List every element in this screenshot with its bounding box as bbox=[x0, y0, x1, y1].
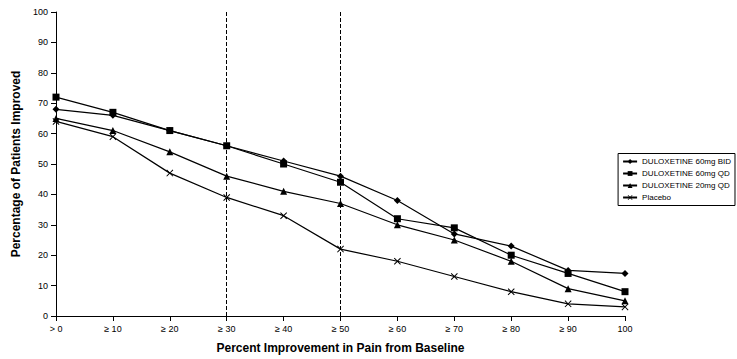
svg-text:≥ 30: ≥ 30 bbox=[218, 324, 235, 334]
svg-text:Percent Improvement in Pain fr: Percent Improvement in Pain from Baselin… bbox=[216, 341, 464, 355]
svg-text:80: 80 bbox=[38, 68, 48, 78]
svg-text:≥ 80: ≥ 80 bbox=[502, 324, 519, 334]
svg-text:DULOXETINE 60mg QD: DULOXETINE 60mg QD bbox=[642, 169, 730, 178]
svg-text:DULOXETINE 60mg BID: DULOXETINE 60mg BID bbox=[642, 157, 731, 166]
svg-text:100: 100 bbox=[617, 324, 632, 334]
svg-text:70: 70 bbox=[38, 98, 48, 108]
svg-text:≥ 70: ≥ 70 bbox=[446, 324, 463, 334]
svg-text:50: 50 bbox=[38, 159, 48, 169]
svg-text:DULOXETINE 20mg QD: DULOXETINE 20mg QD bbox=[642, 181, 730, 190]
svg-text:≥ 10: ≥ 10 bbox=[104, 324, 121, 334]
svg-text:≥ 40: ≥ 40 bbox=[275, 324, 292, 334]
svg-text:20: 20 bbox=[38, 250, 48, 260]
svg-text:10: 10 bbox=[38, 281, 48, 291]
svg-text:≥ 20: ≥ 20 bbox=[161, 324, 178, 334]
svg-text:Placebo: Placebo bbox=[642, 193, 671, 202]
svg-text:> 0: > 0 bbox=[50, 324, 63, 334]
svg-text:≥ 90: ≥ 90 bbox=[559, 324, 576, 334]
svg-text:90: 90 bbox=[38, 37, 48, 47]
svg-text:≥ 60: ≥ 60 bbox=[389, 324, 406, 334]
svg-text:≥ 50: ≥ 50 bbox=[332, 324, 349, 334]
svg-text:30: 30 bbox=[38, 220, 48, 230]
svg-text:0: 0 bbox=[43, 311, 48, 321]
svg-text:Percentage of Patients Improve: Percentage of Patients Improved bbox=[9, 71, 23, 258]
svg-text:60: 60 bbox=[38, 129, 48, 139]
svg-text:100: 100 bbox=[33, 7, 48, 17]
svg-text:40: 40 bbox=[38, 189, 48, 199]
